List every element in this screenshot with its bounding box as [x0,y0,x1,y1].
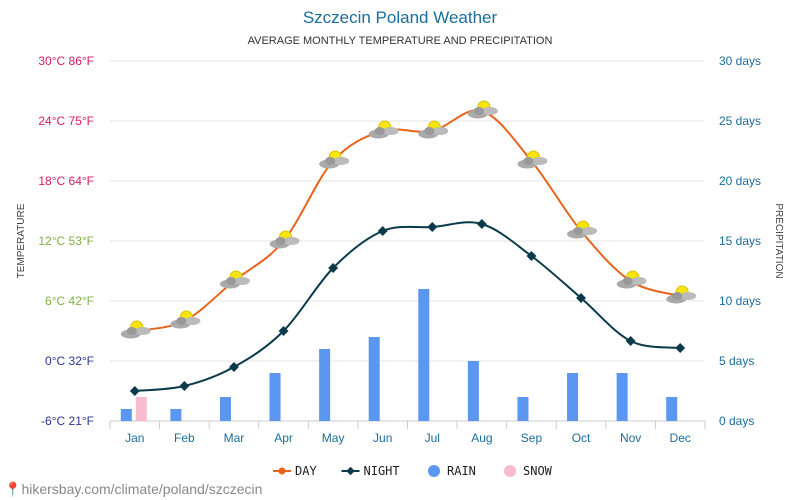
source-link[interactable]: 📍hikersbay.com/climate/poland/szczecin [4,481,263,497]
x-tick-label: Oct [572,431,591,445]
right-tick-label: 20 days [719,174,761,188]
legend-item-snow[interactable]: SNOW [504,464,553,478]
sun-cloud-icon [120,320,151,339]
source-text: hikersbay.com/climate/poland/szczecin [21,481,263,497]
right-tick-label: 5 days [719,354,754,368]
legend-item-rain[interactable]: RAIN [428,464,476,478]
day-line [134,109,681,332]
rain-bar [567,373,579,421]
x-tick-label: Apr [274,431,293,445]
left-tick-label: -6°C 21°F [41,414,94,428]
night-point [129,386,140,396]
x-tick-label: Nov [620,431,641,445]
sun-cloud-icon [418,120,449,139]
x-tick-label: Aug [471,431,492,445]
sun-cloud-icon [467,100,498,119]
rain-bar [517,397,529,421]
rain-bar [418,289,430,421]
x-tick-label: Dec [670,431,691,445]
chart-title: Szczecin Poland Weather [302,8,498,27]
left-tick-label: 12°C 53°F [38,234,94,248]
x-tick-label: May [322,431,345,445]
svg-text:NIGHT: NIGHT [364,464,400,478]
rain-bar [170,409,182,421]
legend-item-night[interactable]: NIGHT [341,464,400,478]
x-tick-label: Feb [174,431,195,445]
x-tick-label: Jun [373,431,392,445]
rain-bar [319,349,331,421]
rain-bar [616,373,628,421]
sun-cloud-icon [319,150,350,169]
rain-bar [219,397,231,421]
rain-bar [368,337,380,421]
sun-cloud-icon [517,150,548,169]
sun-cloud-icon [269,230,300,249]
sun-cloud-icon [567,220,598,239]
right-tick-label: 10 days [719,294,761,308]
night-point [427,222,438,232]
night-point [476,219,487,229]
svg-text:SNOW: SNOW [523,464,553,478]
rain-bar [467,361,479,421]
sun-cloud-icon [219,270,250,289]
x-tick-label: Mar [224,431,245,445]
sun-cloud-icon [616,270,647,289]
night-point [576,293,586,303]
sun-cloud-icon [666,285,697,304]
left-tick-label: 30°C 86°F [38,54,94,68]
night-point [526,251,537,261]
snow-bar [135,397,147,421]
night-point [229,362,239,372]
svg-text:RAIN: RAIN [447,464,476,478]
rain-bar [269,373,281,421]
right-tick-label: 30 days [719,54,761,68]
night-point [675,343,686,353]
x-tick-label: Jul [425,431,440,445]
night-point [328,263,339,273]
right-tick-label: 15 days [719,234,761,248]
left-tick-label: 6°C 42°F [45,294,94,308]
right-axis-title: PRECIPITATION [773,203,784,278]
legend-item-day[interactable]: DAY [273,464,317,478]
left-tick-label: 18°C 64°F [38,174,94,188]
sun-cloud-icon [368,120,399,139]
x-tick-label: Sep [521,431,543,445]
left-axis-title: TEMPERATURE [16,203,27,278]
chart-subtitle: AVERAGE MONTHLY TEMPERATURE AND PRECIPIT… [247,35,553,47]
night-point [625,336,636,346]
x-tick-label: Jan [125,431,144,445]
night-point [179,381,190,391]
svg-text:DAY: DAY [295,464,317,478]
night-line [134,221,681,392]
right-tick-label: 0 days [719,414,754,428]
right-tick-label: 25 days [719,114,761,128]
rain-bar [666,397,678,421]
left-tick-label: 0°C 32°F [45,354,94,368]
sun-cloud-icon [170,310,201,329]
night-point [377,226,388,236]
night-point [278,326,289,336]
rain-bar [120,409,132,421]
left-tick-label: 24°C 75°F [38,114,94,128]
